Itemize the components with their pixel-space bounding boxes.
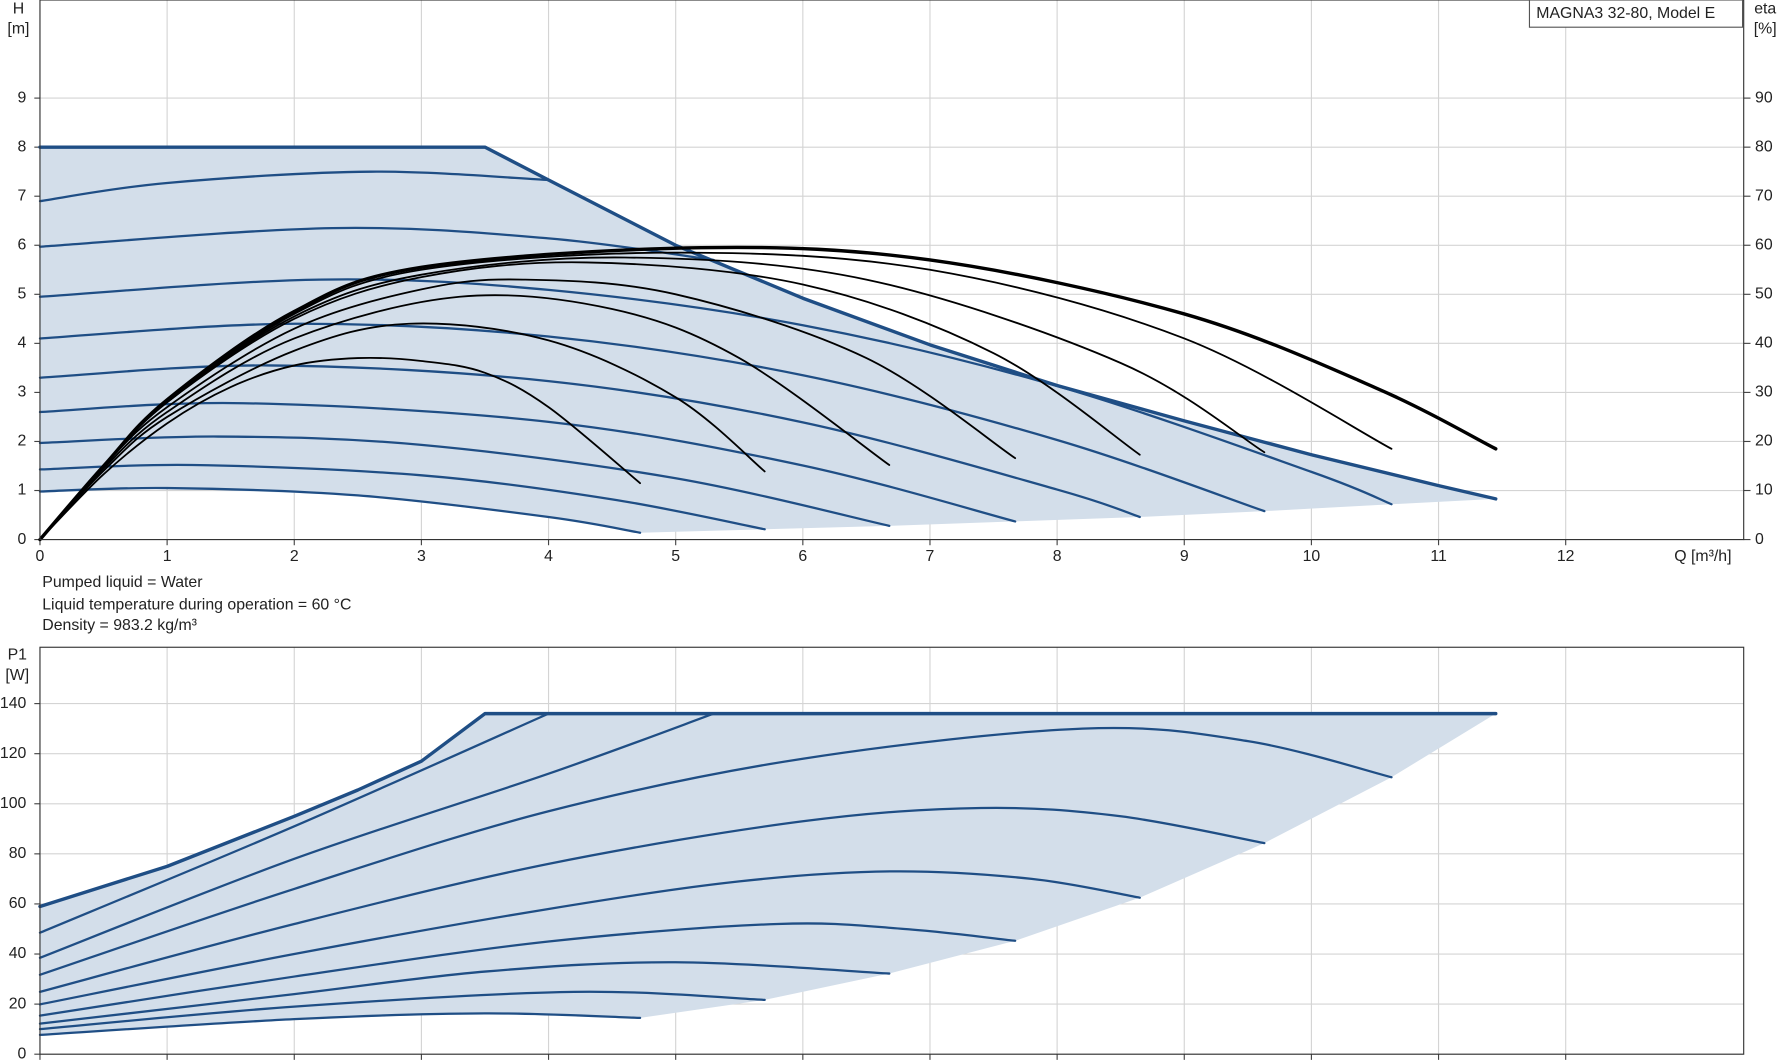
x-tick-label: 1 (163, 548, 172, 565)
curve (38, 486, 642, 534)
plot-frame (39, 0, 1745, 541)
curve (38, 712, 550, 934)
curve (38, 322, 1266, 513)
curve (38, 463, 766, 531)
legend-box (1528, 0, 1744, 28)
x-tick-label: 2 (290, 548, 299, 565)
y2-tick-label: 30 (1755, 384, 1773, 401)
y-tick-label: 120 (0, 745, 27, 762)
y-tick-label: 20 (9, 995, 27, 1012)
y-tick-label: 100 (0, 795, 27, 812)
y-tick-label: 140 (0, 695, 27, 712)
y-tick-label: 60 (9, 895, 27, 912)
y2-tick-label: 90 (1755, 89, 1773, 106)
y-axis-label: H (13, 0, 24, 17)
y2-tick-label: 60 (1755, 236, 1773, 253)
legend-text: MAGNA3 32-80, Model E (1536, 5, 1715, 22)
efficiency-curve (39, 278, 1017, 541)
y2-tick-label: 80 (1755, 138, 1773, 155)
note: Pumped liquid = Water (42, 574, 203, 591)
curve (38, 170, 550, 203)
y-tick-label: 40 (9, 945, 27, 962)
y2-tick-label: 10 (1755, 482, 1773, 499)
y-axis-label: P1 (8, 646, 28, 663)
curve (38, 226, 715, 262)
y-tick-label: 0 (18, 531, 27, 548)
x-tick-label: 3 (417, 548, 426, 565)
x-tick-label: 12 (1557, 548, 1575, 565)
background (39, 0, 1744, 1055)
y2-axis-label: eta (1754, 0, 1776, 17)
y-tick-label: 9 (18, 89, 27, 106)
y-tick-label: 1 (18, 482, 27, 499)
x-tick-label: 9 (1180, 548, 1189, 565)
y-tick-label: 80 (9, 845, 27, 862)
y-tick-label: 8 (18, 138, 27, 155)
efficiency-curve (39, 356, 641, 541)
x-axis-label: Q [m³/h] (1674, 548, 1731, 565)
y-tick-label: 4 (18, 335, 27, 352)
curve (38, 278, 1393, 506)
x-tick-label: 6 (798, 548, 807, 565)
curve (38, 712, 715, 959)
y-axis-unit: [m] (7, 21, 29, 38)
x-tick-label: 0 (36, 548, 45, 565)
x-tick-label: 5 (671, 548, 680, 565)
operating-area (39, 713, 1496, 1035)
y-tick-label: 5 (18, 285, 27, 302)
y-tick-label: 2 (18, 433, 27, 450)
note: Density = 983.2 kg/m³ (42, 617, 197, 634)
curve (38, 961, 891, 1025)
x-tick-label: 7 (926, 548, 935, 565)
efficiency-curve (39, 322, 766, 541)
curve (38, 870, 1141, 1006)
y2-tick-label: 20 (1755, 433, 1773, 450)
x-tick-label: 11 (1430, 548, 1447, 565)
curve (38, 990, 766, 1031)
operating-area (39, 147, 1496, 533)
y2-tick-label: 40 (1755, 335, 1773, 352)
x-tick-label: 8 (1053, 548, 1062, 565)
y-axis-unit: [W] (5, 667, 29, 684)
plot-frame (39, 646, 1745, 1055)
efficiency-curve (39, 294, 891, 541)
y2-axis-unit: [%] (1754, 21, 1777, 38)
curve (38, 726, 1393, 976)
curve (38, 806, 1266, 993)
y-tick-label: 7 (18, 187, 27, 204)
efficiency-curve (38, 245, 1498, 542)
x-tick-label: 4 (544, 548, 553, 565)
y-tick-label: 6 (18, 236, 27, 253)
curve (38, 435, 891, 527)
y2-tick-label: 50 (1755, 285, 1773, 302)
curve (38, 922, 1017, 1017)
curve (38, 145, 1498, 501)
y-tick-label: 0 (18, 1045, 27, 1061)
note: Liquid temperature during operation = 60… (42, 597, 351, 614)
y2-tick-label: 70 (1755, 187, 1773, 204)
curve (38, 1012, 642, 1037)
curve (38, 711, 1498, 909)
y-tick-label: 3 (18, 384, 27, 401)
y2-tick-label: 0 (1755, 531, 1764, 548)
x-tick-label: 10 (1303, 548, 1321, 565)
